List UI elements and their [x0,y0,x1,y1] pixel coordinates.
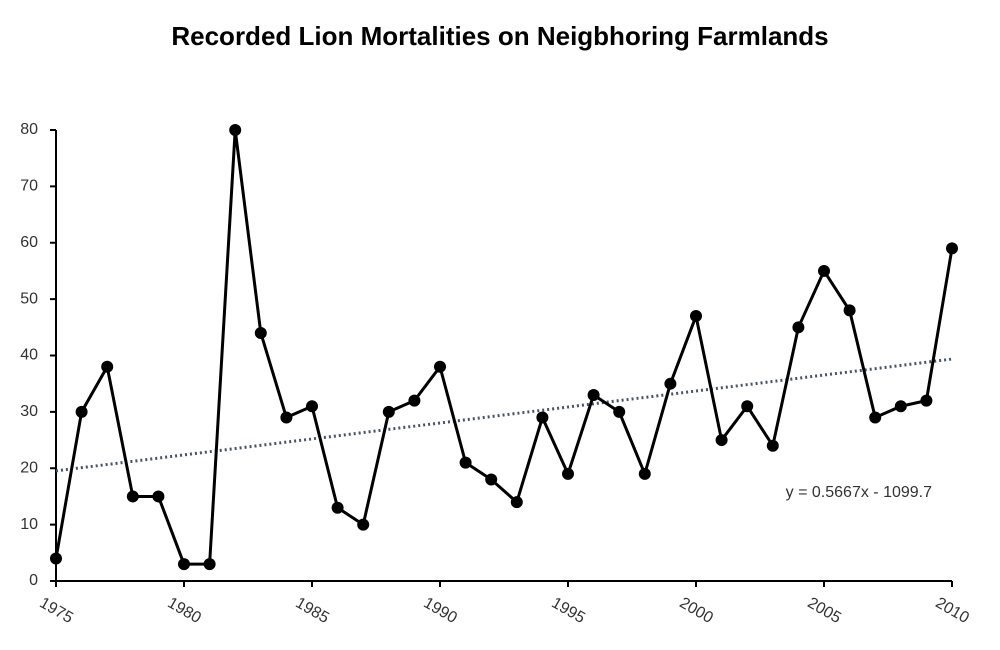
data-point [715,434,728,447]
data-point [920,394,933,407]
data-point [280,411,293,424]
data-point [306,400,318,413]
x-tick-label: 2010 [932,594,971,627]
data-point [126,490,139,503]
y-tick-label: 60 [20,234,38,251]
y-tick-label: 0 [29,572,38,589]
data-point [613,405,626,418]
data-point [50,552,62,565]
x-tick-label: 1975 [36,594,75,627]
y-tick-label: 40 [20,347,38,364]
data-point [510,496,523,509]
trendline-label: y = 0.5667x - 1099.7 [786,484,932,501]
x-tick-label: 2000 [676,594,715,627]
data-point [382,405,395,418]
data-point [75,405,88,418]
data-point [178,558,190,571]
data-point [101,360,114,373]
y-tick-label: 20 [20,459,38,476]
data-point [485,473,498,486]
data-point [741,400,754,413]
x-tick-label: 1985 [292,594,331,627]
x-tick-label: 1980 [164,594,203,627]
data-point [818,264,830,277]
data-point [434,360,446,373]
data-point [946,242,958,255]
data-point [459,456,472,469]
data-point [792,321,805,334]
x-tick-label: 1990 [420,594,459,627]
y-tick-label: 10 [20,516,38,533]
y-tick-label: 30 [20,403,38,420]
data-point [408,394,421,407]
data-point [587,388,600,401]
data-point [536,411,549,424]
data-point [869,411,882,424]
data-point [254,326,267,339]
data-point [894,400,907,413]
data-point [357,518,370,531]
data-point [766,439,779,452]
y-tick-label: 80 [20,121,38,138]
y-tick-label: 70 [20,178,38,195]
x-tick-label: 1995 [548,594,587,627]
trendline [55,357,953,473]
data-point [664,377,677,390]
data-point [690,310,702,323]
data-point [638,467,651,480]
data-point [843,304,856,317]
data-point [562,467,574,480]
data-point [152,490,165,503]
data-point [229,124,242,136]
y-tick-label: 50 [20,290,38,307]
data-point [331,501,344,514]
x-tick-label: 2005 [804,594,843,627]
data-point [203,558,216,571]
chart-title: Recorded Lion Mortalities on Neigbhoring… [171,21,828,51]
